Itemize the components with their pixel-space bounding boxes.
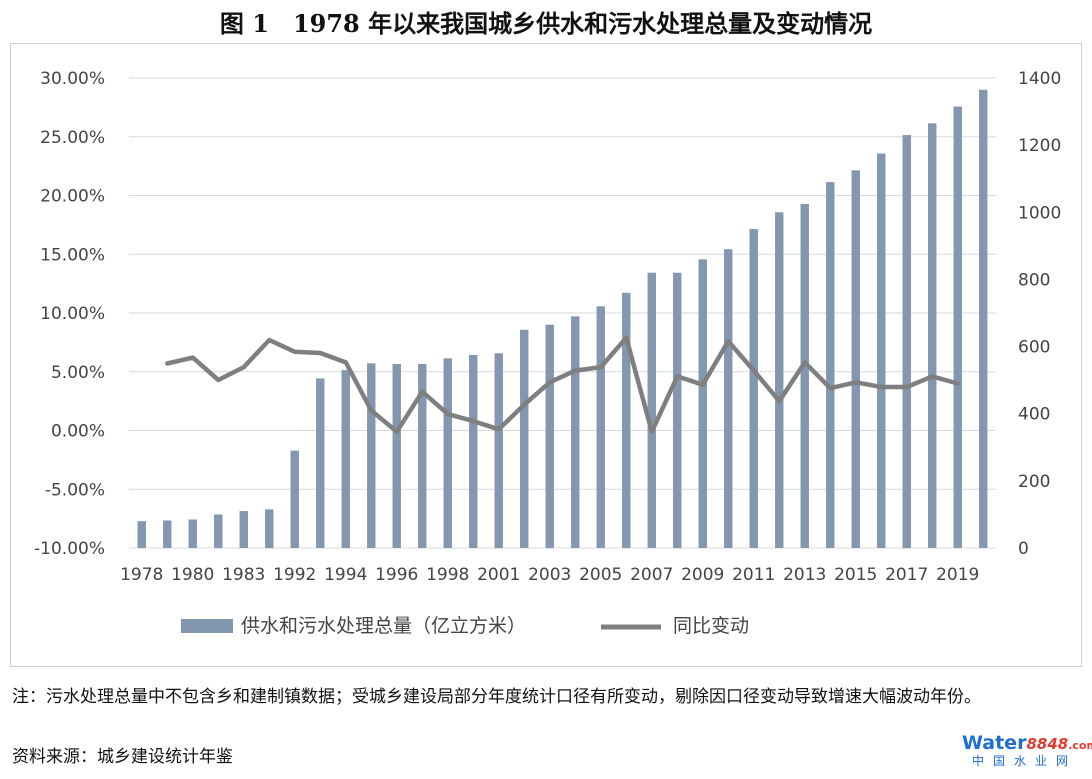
right-axis-tick-label: 1400 bbox=[1018, 69, 1061, 89]
x-axis-tick-label: 2011 bbox=[732, 565, 775, 585]
x-axis-tick-label: 2005 bbox=[579, 565, 622, 585]
bar bbox=[316, 378, 325, 548]
bar bbox=[239, 511, 248, 548]
data-source: 资料来源：城乡建设统计年鉴 bbox=[12, 747, 233, 767]
x-axis-tick-label: 1980 bbox=[171, 565, 214, 585]
x-axis-tick-label: 1996 bbox=[375, 565, 418, 585]
bar bbox=[214, 514, 223, 548]
chart-title: 图 1 1978 年以来我国城乡供水和污水处理总量及变动情况 bbox=[219, 9, 873, 38]
bar bbox=[494, 353, 503, 548]
bar bbox=[418, 364, 427, 548]
bar bbox=[928, 123, 937, 549]
bar bbox=[392, 364, 401, 548]
x-axis-tick-label: 2017 bbox=[885, 565, 928, 585]
bar bbox=[877, 153, 886, 548]
right-axis-tick-label: 200 bbox=[1018, 472, 1050, 492]
bar bbox=[265, 509, 274, 548]
bar bbox=[596, 306, 605, 548]
bar bbox=[163, 520, 172, 548]
watermark-text-c: .com bbox=[1068, 739, 1092, 752]
left-axis-tick-label: 5.00% bbox=[51, 363, 105, 383]
right-axis-tick-label: 400 bbox=[1018, 405, 1050, 425]
legend-label: 供水和污水处理总量（亿立方米） bbox=[241, 615, 526, 637]
right-axis-tick-label: 1200 bbox=[1018, 136, 1061, 156]
left-axis-tick-label: -5.00% bbox=[45, 480, 105, 500]
bar bbox=[469, 354, 478, 548]
chart-note: 注：污水处理总量中不包含乡和建制镇数据；受城乡建设局部分年度统计口径有所变动，剔… bbox=[12, 687, 981, 707]
bar bbox=[647, 272, 656, 548]
bar bbox=[851, 170, 860, 549]
bar bbox=[622, 292, 631, 548]
x-axis-tick-label: 1994 bbox=[324, 565, 367, 585]
bar bbox=[571, 316, 580, 548]
bar bbox=[367, 363, 376, 548]
right-axis-tick-label: 0 bbox=[1018, 539, 1029, 559]
x-axis-tick-label: 1992 bbox=[273, 565, 316, 585]
x-axis-tick-label: 2007 bbox=[630, 565, 673, 585]
bar bbox=[520, 329, 529, 548]
bar bbox=[826, 182, 835, 549]
combo-chart: -10.00% -5.00% 0.00% 5.00% 10.00% 15.00% 20.00… bbox=[34, 69, 1061, 637]
left-axis-tick-label: 10.00% bbox=[40, 304, 105, 324]
x-axis-tick-label: 2013 bbox=[783, 565, 826, 585]
right-axis-tick-label: 1000 bbox=[1018, 203, 1061, 223]
legend-swatch-bar bbox=[181, 619, 233, 633]
x-axis-tick-label: 1998 bbox=[426, 565, 469, 585]
bar bbox=[673, 272, 682, 548]
x-axis-tick-label: 2019 bbox=[936, 565, 979, 585]
bar bbox=[800, 203, 809, 548]
bar bbox=[698, 259, 707, 548]
bar bbox=[979, 89, 988, 548]
x-axis-tick-label: 1978 bbox=[120, 565, 163, 585]
legend-label: 同比变动 bbox=[673, 615, 749, 637]
bar bbox=[545, 324, 554, 548]
left-axis-tick-label: -10.00% bbox=[34, 539, 105, 559]
x-axis-tick-label: 2001 bbox=[477, 565, 520, 585]
watermark-subtitle: 中国水业网 bbox=[971, 754, 1077, 768]
left-axis-tick-label: 15.00% bbox=[40, 245, 105, 265]
watermark-text-b: 8848 bbox=[1026, 735, 1069, 753]
bar bbox=[443, 358, 452, 548]
x-axis-tick-label: 2003 bbox=[528, 565, 571, 585]
right-axis-tick-label: 600 bbox=[1018, 338, 1050, 358]
bar bbox=[188, 519, 197, 548]
bar bbox=[775, 212, 784, 549]
x-axis-tick-label: 1983 bbox=[222, 565, 265, 585]
left-axis-tick-label: 20.00% bbox=[40, 187, 105, 207]
x-axis-tick-label: 2009 bbox=[681, 565, 724, 585]
right-axis-tick-label: 800 bbox=[1018, 270, 1050, 290]
chart-frame: -10.00% -5.00% 0.00% 5.00% 10.00% 15.00% 20.00… bbox=[10, 43, 1082, 667]
bar bbox=[290, 450, 299, 548]
left-axis-tick-label: 30.00% bbox=[40, 69, 105, 89]
bar bbox=[341, 370, 350, 548]
bar bbox=[749, 229, 758, 549]
left-axis-tick-label: 0.00% bbox=[51, 422, 105, 442]
left-axis-tick-label: 25.00% bbox=[40, 128, 105, 148]
bar bbox=[953, 106, 962, 549]
line-series bbox=[165, 335, 961, 434]
x-axis-tick-label: 2015 bbox=[834, 565, 877, 585]
watermark-text-a: Water bbox=[962, 732, 1027, 754]
watermark-logo: Water8848.com 中国水业网 bbox=[962, 732, 1092, 769]
bar bbox=[137, 521, 146, 548]
bar bbox=[724, 249, 733, 548]
bar bbox=[902, 135, 911, 549]
